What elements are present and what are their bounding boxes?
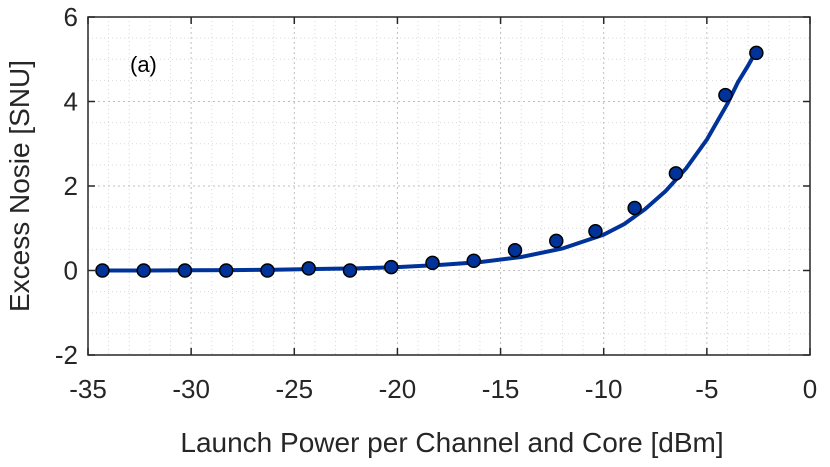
- x-axis-label: Launch Power per Channel and Core [dBm]: [180, 427, 723, 458]
- data-point: [260, 263, 275, 278]
- y-tick-label: 2: [64, 171, 78, 201]
- data-point: [749, 45, 764, 61]
- x-tick-labels: -35 -30 -25 -20 -15 -10 -5 0: [69, 374, 817, 404]
- x-tick-label: -35: [69, 374, 107, 404]
- y-tick-label: 0: [64, 256, 78, 286]
- data-point: [718, 87, 733, 103]
- y-tick-label: 6: [64, 2, 78, 32]
- data-point: [627, 200, 642, 216]
- axis-ticks: [87, 16, 811, 356]
- data-point: [507, 242, 523, 258]
- data-point: [466, 253, 482, 269]
- x-tick-label: -15: [482, 374, 520, 404]
- data-point: [177, 263, 193, 278]
- data-point: [136, 263, 151, 278]
- data-point: [301, 261, 316, 276]
- data-markers: [95, 45, 764, 278]
- y-axis-label: Excess Nosie [SNU]: [4, 60, 35, 312]
- panel-label: (a): [130, 52, 157, 77]
- data-point: [218, 263, 234, 278]
- x-tick-label: 0: [803, 374, 817, 404]
- data-point: [588, 223, 603, 239]
- major-grid: [87, 16, 811, 356]
- data-point: [425, 255, 440, 271]
- data-point: [342, 263, 358, 278]
- y-tick-label: 4: [64, 87, 78, 117]
- data-point: [95, 263, 110, 278]
- x-tick-label: -25: [275, 374, 313, 404]
- fit-line: [102, 49, 759, 273]
- data-point: [668, 166, 684, 181]
- y-tick-label: -2: [55, 340, 78, 370]
- y-tick-labels: -2 0 2 4 6: [55, 2, 78, 370]
- data-point: [383, 259, 399, 275]
- x-tick-label: -30: [172, 374, 210, 404]
- x-tick-label: -20: [379, 374, 417, 404]
- x-tick-label: -10: [585, 374, 623, 404]
- data-point: [549, 233, 564, 249]
- x-tick-label: -5: [695, 374, 718, 404]
